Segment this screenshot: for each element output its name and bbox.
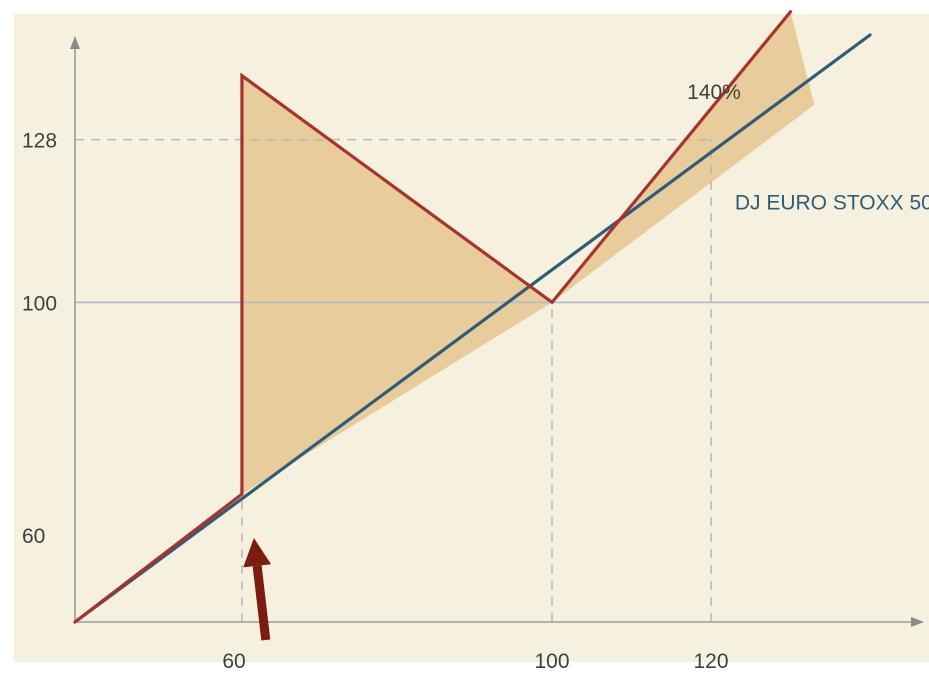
x-tick-label-120: 120 — [693, 650, 728, 673]
x-axis-arrowhead — [911, 617, 924, 627]
y-tick-label-60: 60 — [22, 525, 45, 548]
labels-layer: 60 100 128 60 100 120 140% DJ EURO STOXX 50 — [22, 81, 929, 673]
y-tick-label-100: 100 — [22, 292, 57, 315]
arrow-head — [243, 538, 272, 568]
y-axis-arrowhead — [70, 36, 80, 49]
y-tick-label-128: 128 — [22, 130, 57, 153]
reference-lines-layer — [75, 138, 929, 622]
axes-layer — [70, 36, 924, 627]
series-line-index — [73, 33, 872, 624]
x-tick-label-100: 100 — [534, 650, 569, 673]
shaded-region — [241, 11, 815, 495]
series-layer — [73, 10, 872, 624]
arrow-shaft — [252, 565, 271, 641]
shaded-region-layer — [241, 11, 815, 495]
arrow-layer — [243, 538, 272, 641]
annotation-140-percent: 140% — [687, 81, 741, 104]
series-label-dj-euro-stoxx-50: DJ EURO STOXX 50 — [735, 191, 929, 214]
x-tick-label-60: 60 — [222, 650, 245, 673]
series-line-product — [73, 10, 793, 624]
